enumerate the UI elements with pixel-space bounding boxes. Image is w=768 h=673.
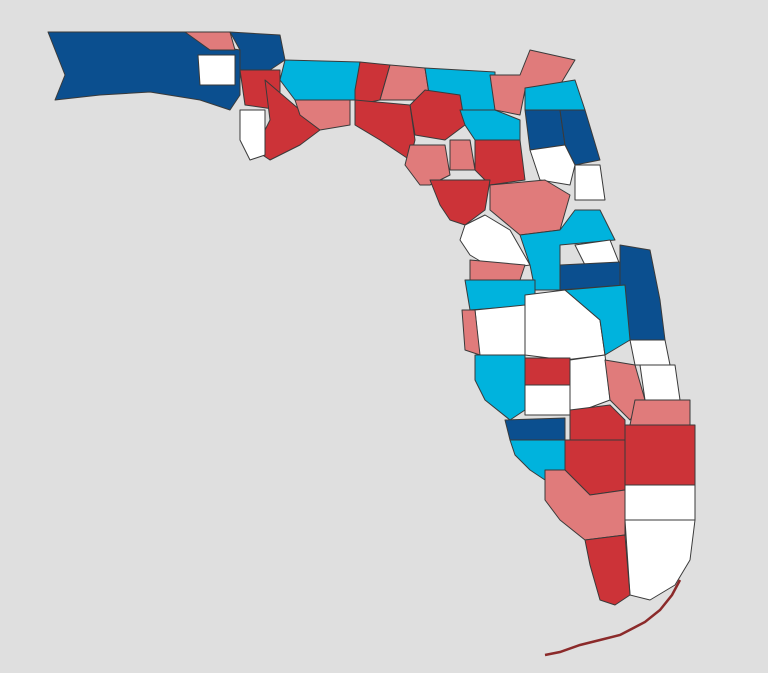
county-region xyxy=(279,59,361,101)
county-region xyxy=(184,31,236,51)
county-regions xyxy=(47,31,696,606)
county-region xyxy=(524,384,571,416)
county-region xyxy=(409,89,466,141)
county-region xyxy=(519,209,616,291)
county-region xyxy=(459,109,521,141)
county-region xyxy=(574,164,606,201)
county-region xyxy=(474,139,526,186)
florida-keys xyxy=(544,579,682,657)
county-region xyxy=(559,109,601,166)
county-region xyxy=(404,144,451,186)
county-region xyxy=(524,357,571,386)
county-region xyxy=(574,239,621,266)
county-region xyxy=(449,139,476,171)
county-region xyxy=(624,424,696,486)
county-region xyxy=(584,534,631,606)
county-region xyxy=(197,54,236,86)
county-region xyxy=(529,144,576,186)
county-region xyxy=(564,284,631,356)
county-region xyxy=(239,109,266,161)
county-region xyxy=(624,519,696,601)
county-region xyxy=(629,339,671,366)
county-region xyxy=(639,364,681,401)
county-region xyxy=(569,404,626,441)
county-region xyxy=(629,399,691,426)
county-region xyxy=(354,99,416,161)
county-region xyxy=(474,304,526,361)
county-region xyxy=(524,109,566,151)
county-region xyxy=(624,484,696,521)
county-region xyxy=(504,417,566,441)
county-region xyxy=(474,354,526,421)
